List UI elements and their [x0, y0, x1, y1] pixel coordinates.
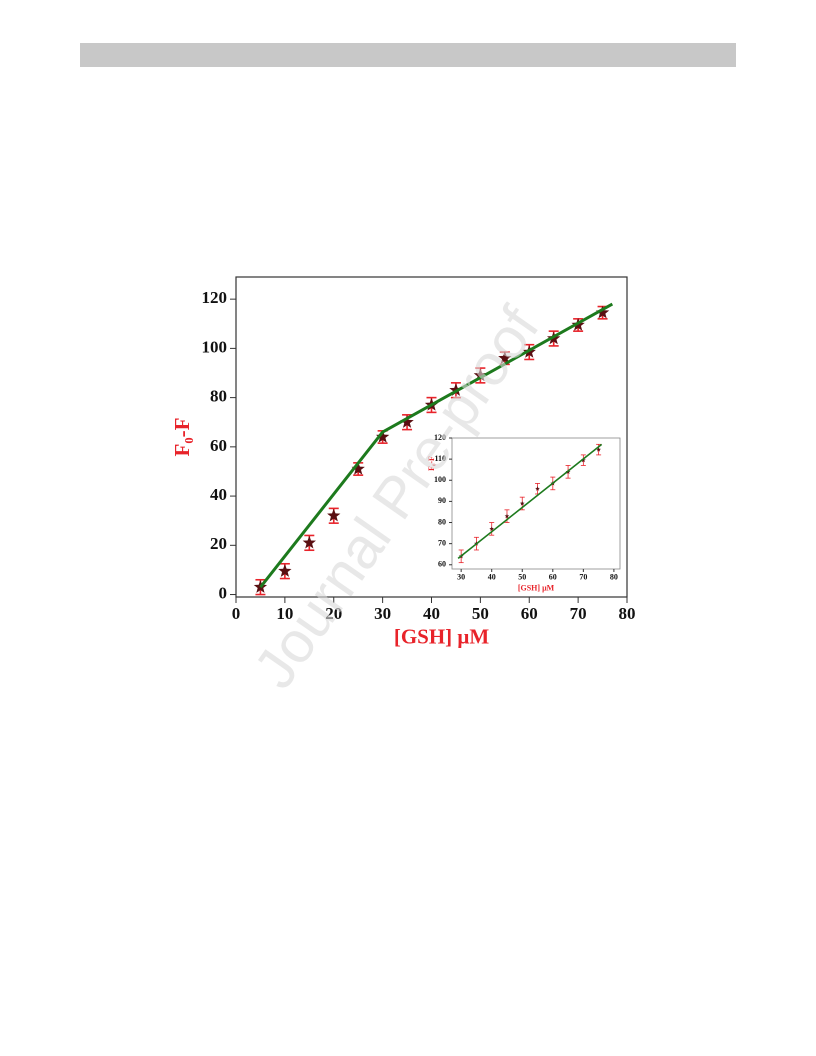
x-axis-label: [GSH] μM	[394, 625, 489, 649]
y-tick-label: 110	[434, 454, 446, 463]
data-point	[375, 430, 390, 443]
data-point	[595, 305, 610, 319]
y-tick-label: 60	[438, 560, 446, 569]
data-point	[519, 501, 525, 506]
y-tick-label: 40	[210, 485, 227, 504]
y-tick-label: 80	[210, 387, 227, 406]
data-point	[489, 526, 495, 531]
plot-frame	[451, 437, 621, 570]
y-tick-label: 120	[434, 433, 446, 442]
y-tick-label: 80	[438, 517, 446, 526]
data-point	[504, 513, 510, 519]
x-tick-label: 50	[518, 572, 526, 581]
x-axis-label: [GSH] μM	[518, 584, 555, 593]
x-tick-label: 70	[570, 604, 587, 623]
data-point	[302, 535, 316, 549]
chart: 0 10 20 30 40 50 60 70 80 0 20 40 60 80 100 120 [GSH] μM…	[170, 276, 636, 649]
y-tick-label: 70	[438, 538, 446, 547]
header-bar	[80, 43, 736, 67]
y-tick-label: 100	[434, 475, 446, 484]
data-point	[580, 457, 586, 463]
data-point	[473, 368, 488, 382]
y-tick-label: 0	[219, 583, 228, 602]
x-tick-label: 80	[619, 604, 636, 623]
data-point	[596, 447, 601, 452]
data-point	[498, 351, 512, 364]
x-tick-label: 70	[579, 572, 587, 581]
x-tick-label: 50	[472, 604, 489, 623]
fit-line	[457, 443, 603, 560]
y-tick-label: 90	[438, 496, 446, 505]
x-tick-label: 60	[549, 572, 557, 581]
x-tick-label: 30	[374, 604, 391, 623]
x-tick-label: 0	[232, 604, 241, 623]
data-point	[400, 415, 414, 428]
data-point	[327, 508, 341, 522]
data-point	[351, 462, 365, 475]
y-tick-label: 100	[202, 337, 228, 356]
y-axis-label: F₀-F	[427, 456, 436, 471]
charts: 0 10 20 30 40 50 60 70 80 0 20 40 60 80 100 120 [GSH] μM…	[170, 276, 636, 649]
data-point	[278, 564, 292, 577]
y-tick-label: 120	[202, 288, 228, 307]
x-tick-label: 10	[276, 604, 293, 623]
x-tick-label: 40	[423, 604, 440, 623]
data-point	[535, 486, 540, 491]
chart: 30 40 50 60 70 80 60 70 80 90 100 110 120 [GSH] μM F₀-…	[427, 433, 621, 593]
x-tick-label: 60	[521, 604, 538, 623]
fit-line	[259, 302, 614, 589]
x-tick-label: 20	[325, 604, 342, 623]
y-axis-label: F₀-F	[170, 418, 194, 457]
y-tick-label: 60	[210, 436, 227, 455]
x-tick-label: 30	[457, 572, 465, 581]
x-tick-label: 80	[610, 572, 618, 581]
y-tick-label: 20	[210, 534, 227, 553]
x-tick-label: 40	[488, 572, 496, 581]
